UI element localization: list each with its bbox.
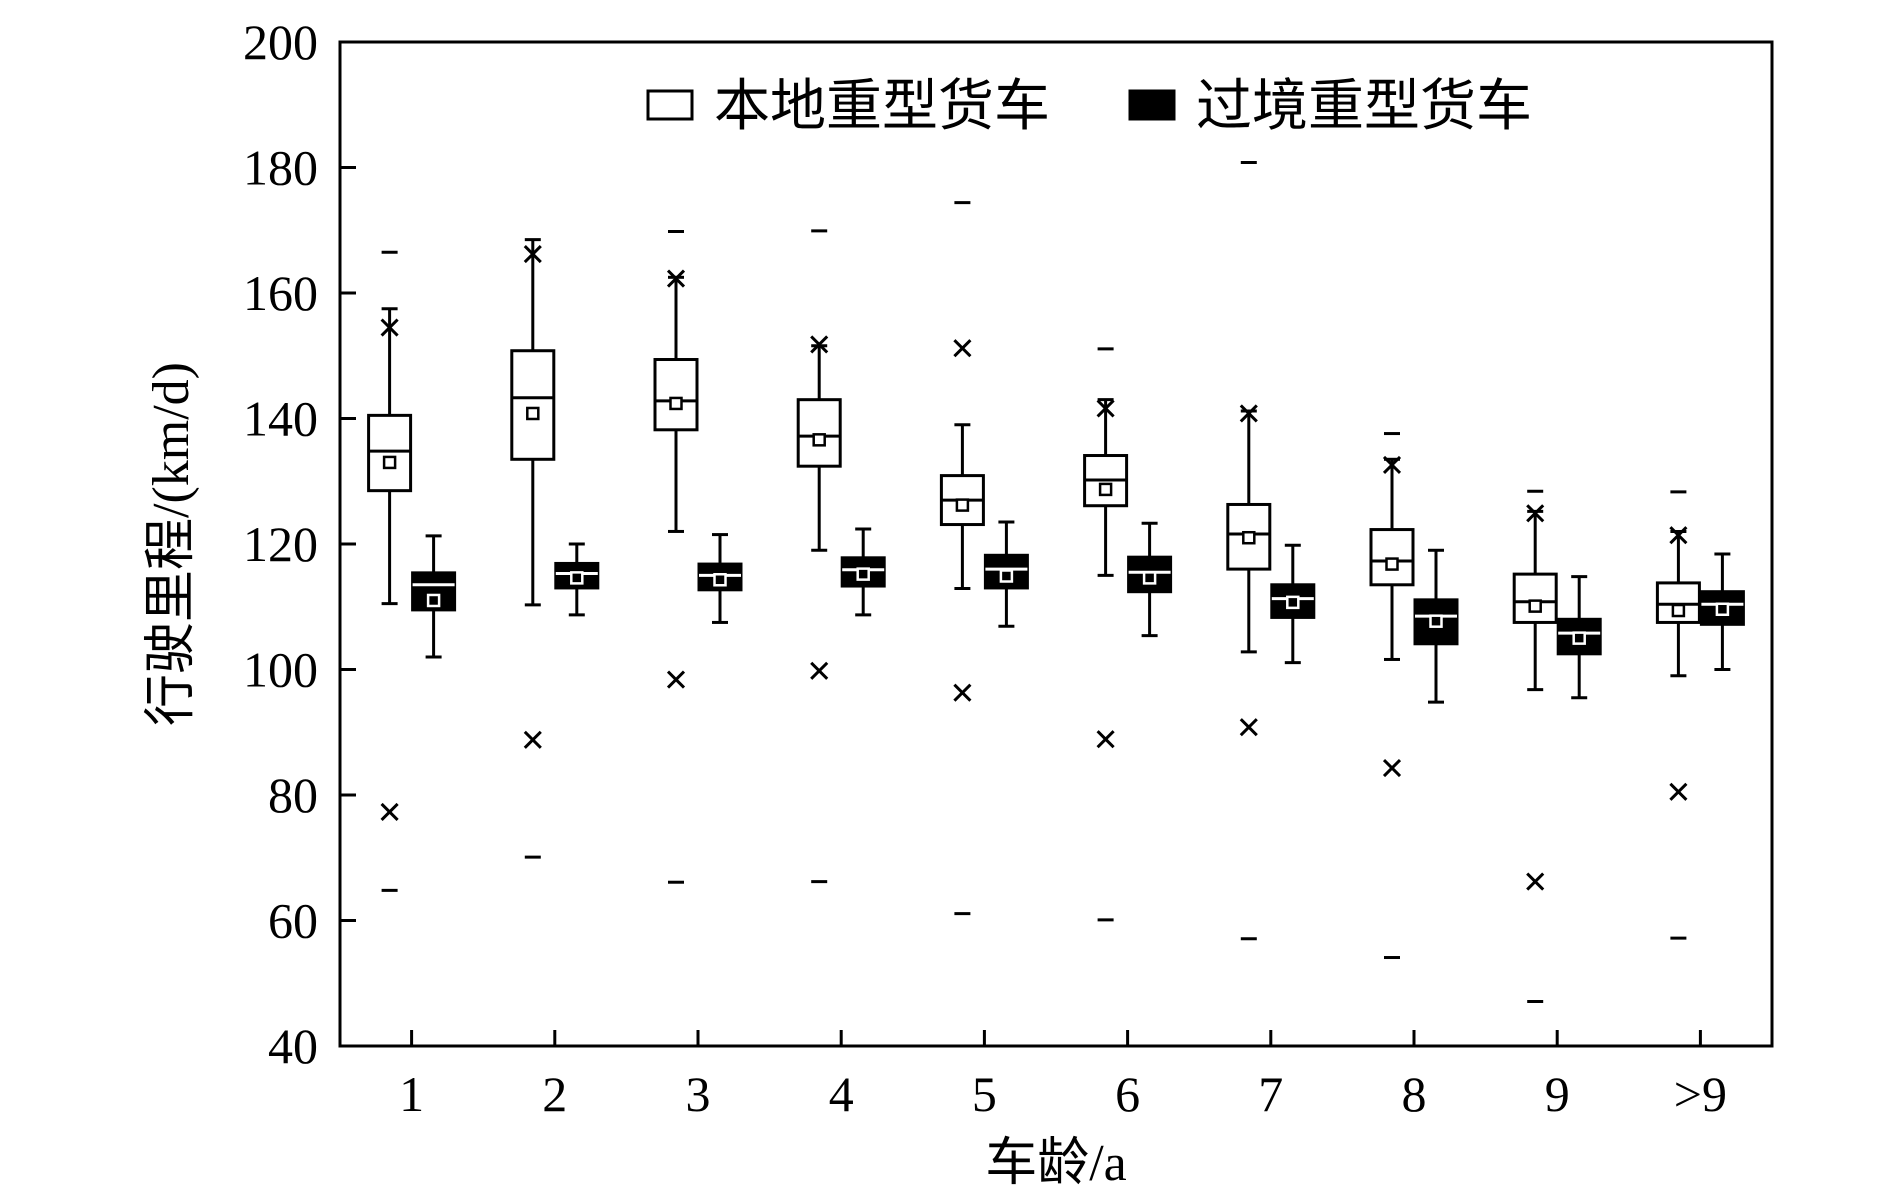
- mean-marker: [1671, 603, 1686, 618]
- outlier-marker: [953, 683, 972, 702]
- box-iqr: [1369, 528, 1415, 587]
- x-tick-label: 6: [1115, 1066, 1140, 1122]
- legend: [646, 89, 1176, 121]
- outlier-marker: [1526, 504, 1545, 523]
- mean-marker: [426, 593, 441, 608]
- mean-marker: [955, 498, 970, 512]
- legend-swatch-transit: [1128, 89, 1176, 121]
- y-tick-label: 140: [243, 391, 318, 447]
- y-axis-title: 行驶里程/(km/d): [143, 362, 200, 726]
- x-tick-label: 1: [399, 1066, 424, 1122]
- x-tick-label: 7: [1258, 1066, 1283, 1122]
- mean-marker: [713, 573, 727, 587]
- outlier-marker: [953, 339, 972, 358]
- outlier-marker: [523, 245, 542, 264]
- box-iqr: [1699, 590, 1745, 626]
- box-iqr: [1512, 572, 1558, 624]
- legend-label-local: 本地重型货车: [714, 76, 1050, 138]
- mean-marker: [1286, 595, 1300, 610]
- box-iqr: [367, 413, 413, 493]
- outlier-marker: [1239, 404, 1258, 423]
- x-tick-label: 5: [972, 1066, 997, 1122]
- mean-marker: [1098, 482, 1113, 497]
- mean-marker: [382, 455, 397, 470]
- outlier-marker: [380, 802, 399, 822]
- outlier-marker: [1669, 782, 1688, 801]
- outlier-marker: [1382, 758, 1402, 778]
- mean-marker: [1142, 571, 1157, 585]
- mean-marker: [812, 433, 826, 447]
- y-tick-label: 60: [268, 893, 318, 949]
- y-tick-label: 100: [243, 642, 318, 698]
- outlier-marker: [380, 318, 399, 337]
- x-tick-label: 2: [542, 1066, 567, 1122]
- box-iqr: [653, 358, 699, 432]
- plot-frame: [338, 40, 1774, 1048]
- x-axis-title: 车龄/a: [985, 1135, 1127, 1192]
- mean-marker: [1429, 614, 1443, 628]
- mean-marker: [526, 406, 540, 421]
- outlier-marker: [1096, 730, 1115, 749]
- x-tick-label: >9: [1674, 1066, 1727, 1122]
- y-tick-label: 40: [268, 1018, 318, 1074]
- x-tick-label: 3: [686, 1066, 711, 1122]
- x-tick-label: 9: [1545, 1066, 1570, 1122]
- outlier-marker: [810, 661, 829, 680]
- axes-group: 40 60 80 100 120 140 160 180 200 1 2 3 4 5 6 7 8 9 >9: [243, 14, 1774, 1122]
- plot-marks: [367, 160, 1745, 1003]
- mean-marker: [999, 569, 1014, 583]
- y-tick-label: 180: [243, 140, 318, 196]
- outlier-marker: [1382, 455, 1402, 474]
- mean-marker: [570, 571, 584, 585]
- legend-label-transit: 过境重型货车: [1196, 76, 1532, 138]
- outlier-marker: [523, 730, 542, 749]
- mean-marker: [1715, 602, 1730, 617]
- mean-marker: [1242, 530, 1256, 545]
- outlier-marker: [1526, 872, 1545, 891]
- mean-marker: [856, 567, 870, 581]
- x-tick-label: 4: [829, 1066, 854, 1122]
- mean-marker: [1528, 599, 1542, 613]
- outlier-marker: [1096, 399, 1115, 418]
- mean-marker: [669, 396, 683, 411]
- outlier-marker: [1669, 526, 1688, 545]
- mean-marker: [1385, 557, 1399, 571]
- outlier-marker: [810, 335, 829, 354]
- box-iqr: [796, 398, 842, 468]
- outlier-marker: [666, 269, 686, 288]
- legend-swatch-local: [646, 89, 694, 121]
- y-tick-label: 160: [243, 265, 318, 321]
- y-tick-label: 80: [268, 767, 318, 823]
- outlier-marker: [666, 670, 686, 689]
- box-iqr: [510, 349, 556, 461]
- y-tick-label: 120: [243, 516, 318, 572]
- mean-marker: [1572, 631, 1586, 645]
- x-tick-label: 8: [1402, 1066, 1427, 1122]
- outlier-marker: [1239, 718, 1258, 737]
- y-tick-label: 200: [243, 14, 318, 70]
